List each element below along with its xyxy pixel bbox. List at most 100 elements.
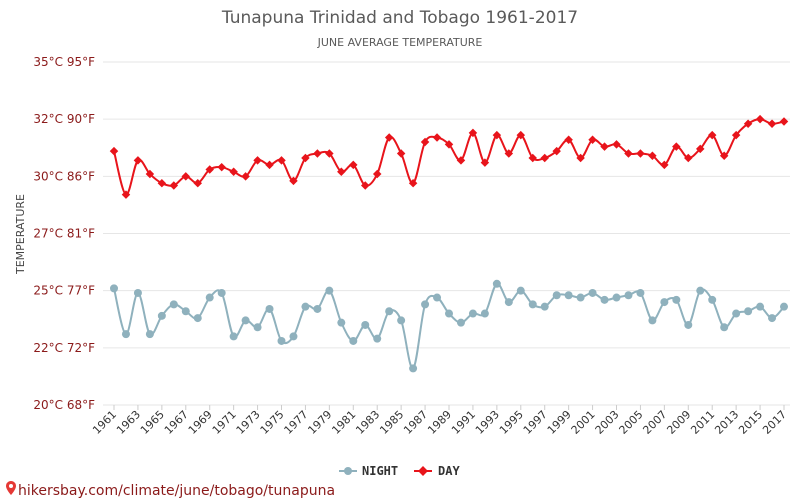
data-point-night[interactable] (385, 307, 394, 316)
data-point-day[interactable] (121, 190, 131, 199)
data-point-night[interactable] (265, 304, 274, 313)
data-point-night[interactable] (696, 286, 705, 295)
source-link[interactable]: hikersbay.com/climate/june/tobago/tunapu… (6, 481, 335, 499)
data-point-night[interactable] (193, 314, 202, 323)
data-point-night[interactable] (492, 279, 501, 288)
data-point-day[interactable] (361, 181, 370, 190)
data-point-day[interactable] (504, 149, 514, 158)
data-point-day[interactable] (277, 156, 286, 165)
data-point-night[interactable] (337, 318, 346, 327)
data-point-night[interactable] (528, 300, 537, 309)
data-point-day[interactable] (313, 149, 322, 158)
data-point-day[interactable] (444, 140, 454, 149)
data-point-night[interactable] (456, 318, 465, 327)
data-point-day[interactable] (145, 169, 155, 179)
data-point-night[interactable] (325, 286, 334, 295)
data-point-night[interactable] (504, 298, 513, 307)
data-point-day[interactable] (301, 153, 310, 163)
data-point-night[interactable] (121, 330, 130, 339)
data-point-night[interactable] (576, 293, 585, 302)
data-point-night[interactable] (217, 288, 226, 297)
data-point-day[interactable] (755, 114, 765, 124)
data-point-day[interactable] (636, 149, 645, 158)
data-point-night[interactable] (780, 302, 788, 311)
data-point-night[interactable] (636, 288, 645, 297)
data-point-day[interactable] (432, 133, 442, 142)
data-point-day[interactable] (133, 156, 143, 165)
data-point-night[interactable] (612, 293, 621, 302)
data-point-day[interactable] (169, 181, 179, 190)
data-point-day[interactable] (325, 149, 334, 158)
data-point-day[interactable] (265, 160, 274, 170)
data-point-day[interactable] (157, 178, 167, 188)
data-point-night[interactable] (253, 323, 262, 332)
data-point-night[interactable] (433, 293, 442, 302)
data-point-night[interactable] (648, 316, 657, 325)
data-point-day[interactable] (540, 153, 549, 163)
data-point-night[interactable] (229, 332, 238, 341)
data-point-day[interactable] (217, 162, 226, 172)
x-tick-label: 1997 (521, 408, 550, 437)
data-point-day[interactable] (779, 117, 789, 126)
data-point-night[interactable] (205, 293, 214, 302)
data-point-night[interactable] (445, 309, 453, 318)
data-point-night[interactable] (409, 364, 418, 373)
data-point-day[interactable] (396, 149, 406, 158)
data-point-night[interactable] (241, 316, 250, 325)
data-point-night[interactable] (588, 288, 597, 297)
data-point-night[interactable] (720, 323, 729, 332)
data-point-night[interactable] (672, 295, 681, 304)
data-point-night[interactable] (468, 309, 477, 318)
data-point-night[interactable] (480, 309, 489, 318)
data-point-night[interactable] (684, 320, 693, 329)
data-point-night[interactable] (157, 311, 166, 320)
data-point-day[interactable] (109, 146, 119, 156)
data-point-night[interactable] (301, 302, 310, 311)
data-point-night[interactable] (756, 302, 765, 311)
data-point-night[interactable] (349, 336, 358, 345)
data-point-night[interactable] (397, 316, 406, 325)
data-point-day[interactable] (229, 167, 238, 177)
data-point-night[interactable] (421, 300, 430, 309)
data-point-night[interactable] (624, 291, 633, 300)
data-point-day[interactable] (289, 176, 298, 186)
data-point-night[interactable] (540, 302, 549, 311)
legend-item-night[interactable]: NIGHT (339, 464, 398, 478)
chart-title: Tunapuna Trinidad and Tobago 1961-2017 (221, 8, 578, 28)
data-point-night[interactable] (277, 336, 286, 345)
data-point-night[interactable] (110, 284, 118, 293)
data-point-night[interactable] (600, 295, 609, 304)
data-point-day[interactable] (349, 160, 358, 170)
data-point-day[interactable] (408, 178, 418, 188)
data-point-night[interactable] (361, 320, 370, 329)
data-point-night[interactable] (768, 314, 777, 323)
data-point-day[interactable] (492, 130, 502, 140)
data-point-night[interactable] (732, 309, 741, 318)
data-point-night[interactable] (313, 304, 322, 313)
data-point-day[interactable] (241, 172, 250, 181)
legend-item-day[interactable]: DAY (414, 464, 460, 478)
data-point-night[interactable] (744, 307, 753, 316)
data-point-day[interactable] (480, 158, 490, 167)
data-point-day[interactable] (193, 178, 202, 188)
data-point-night[interactable] (660, 298, 669, 307)
data-point-day[interactable] (372, 169, 382, 179)
data-point-night[interactable] (181, 307, 190, 316)
data-point-day[interactable] (456, 156, 466, 165)
data-point-night[interactable] (169, 300, 178, 309)
data-point-day[interactable] (181, 172, 191, 181)
data-point-day[interactable] (767, 119, 777, 128)
data-point-night[interactable] (564, 291, 573, 300)
data-point-night[interactable] (133, 288, 142, 297)
data-point-day[interactable] (384, 133, 394, 142)
data-point-day[interactable] (468, 128, 478, 138)
data-point-day[interactable] (205, 165, 214, 174)
data-point-night[interactable] (373, 334, 382, 343)
data-point-night[interactable] (516, 286, 525, 295)
data-point-night[interactable] (145, 330, 154, 339)
data-point-night[interactable] (552, 291, 561, 300)
data-point-night[interactable] (289, 332, 298, 341)
data-point-day[interactable] (420, 137, 430, 147)
data-point-night[interactable] (708, 295, 717, 304)
data-point-day[interactable] (337, 167, 346, 177)
